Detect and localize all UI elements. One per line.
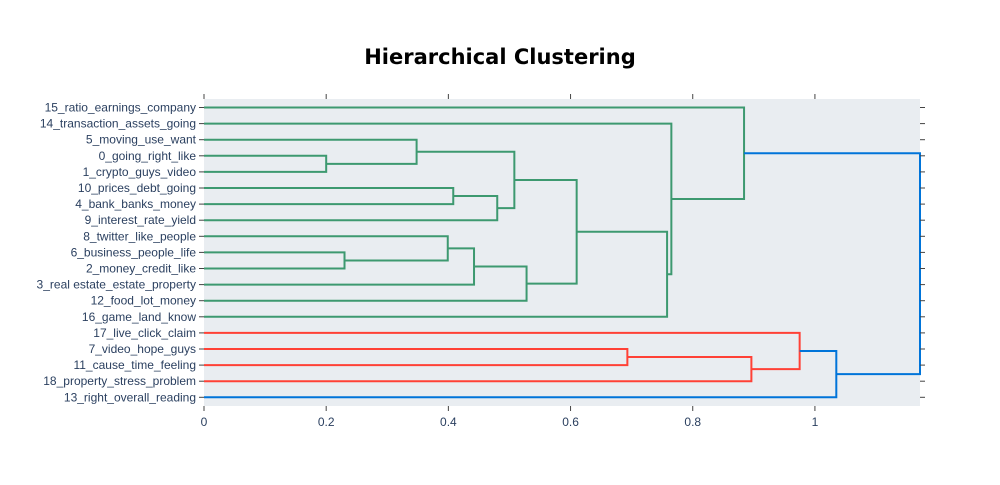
leaf-label: 0_going_right_like <box>99 149 197 163</box>
leaf-label: 15_ratio_earnings_company <box>45 101 196 115</box>
leaf-label: 5_moving_use_want <box>86 133 197 147</box>
leaf-label: 4_bank_banks_money <box>75 197 196 211</box>
leaf-label: 11_cause_time_feeling <box>73 358 196 372</box>
x-tick-label: 0.8 <box>684 415 701 429</box>
dendrogram-link <box>204 154 328 173</box>
x-axis: 0 0.2 0.4 0.6 0.8 1 <box>201 94 819 429</box>
leaf-label: 14_transaction_assets_going <box>40 117 196 131</box>
leaf-label: 1_crypto_guys_video <box>83 165 197 179</box>
chart-title: Hierarchical Clustering <box>364 45 636 69</box>
dendrogram-link <box>416 150 516 210</box>
leaf-label: 10_prices_debt_going <box>78 181 196 195</box>
leaf-label: 2_money_credit_like <box>86 262 196 276</box>
x-tick-label: 0 <box>201 415 208 429</box>
leaf-label: 8_twitter_like_people <box>83 229 196 243</box>
x-tick-label: 0.2 <box>318 415 335 429</box>
leaf-label: 3_real estate_estate_property <box>37 278 196 292</box>
x-tick-label: 0.4 <box>440 415 457 429</box>
leaf-label: 16_game_land_know <box>82 310 196 324</box>
dendrogram-branches <box>204 106 921 399</box>
x-tick-label: 1 <box>812 415 819 429</box>
dendrogram-link <box>514 178 578 285</box>
leaf-label: 13_right_overall_reading <box>64 390 196 404</box>
leaf-label: 12_food_lot_money <box>91 294 196 308</box>
y-axis: 15_ratio_earnings_company 14_transaction_… <box>37 101 925 404</box>
dendrogram-link <box>204 230 669 318</box>
dendrogram-link <box>204 331 801 371</box>
x-tick-label: 0.6 <box>562 415 579 429</box>
dendrogram-link <box>744 152 921 376</box>
leaf-label: 9_interest_rate_yield <box>85 213 196 227</box>
leaf-label: 7_video_hope_guys <box>89 342 196 356</box>
leaf-label: 18_property_stress_problem <box>43 374 196 388</box>
leaf-label: 6_business_people_life <box>71 245 197 259</box>
dendrogram-link <box>204 247 476 286</box>
dendrogram-link <box>204 195 499 222</box>
leaf-label: 17_live_click_claim <box>93 326 196 340</box>
